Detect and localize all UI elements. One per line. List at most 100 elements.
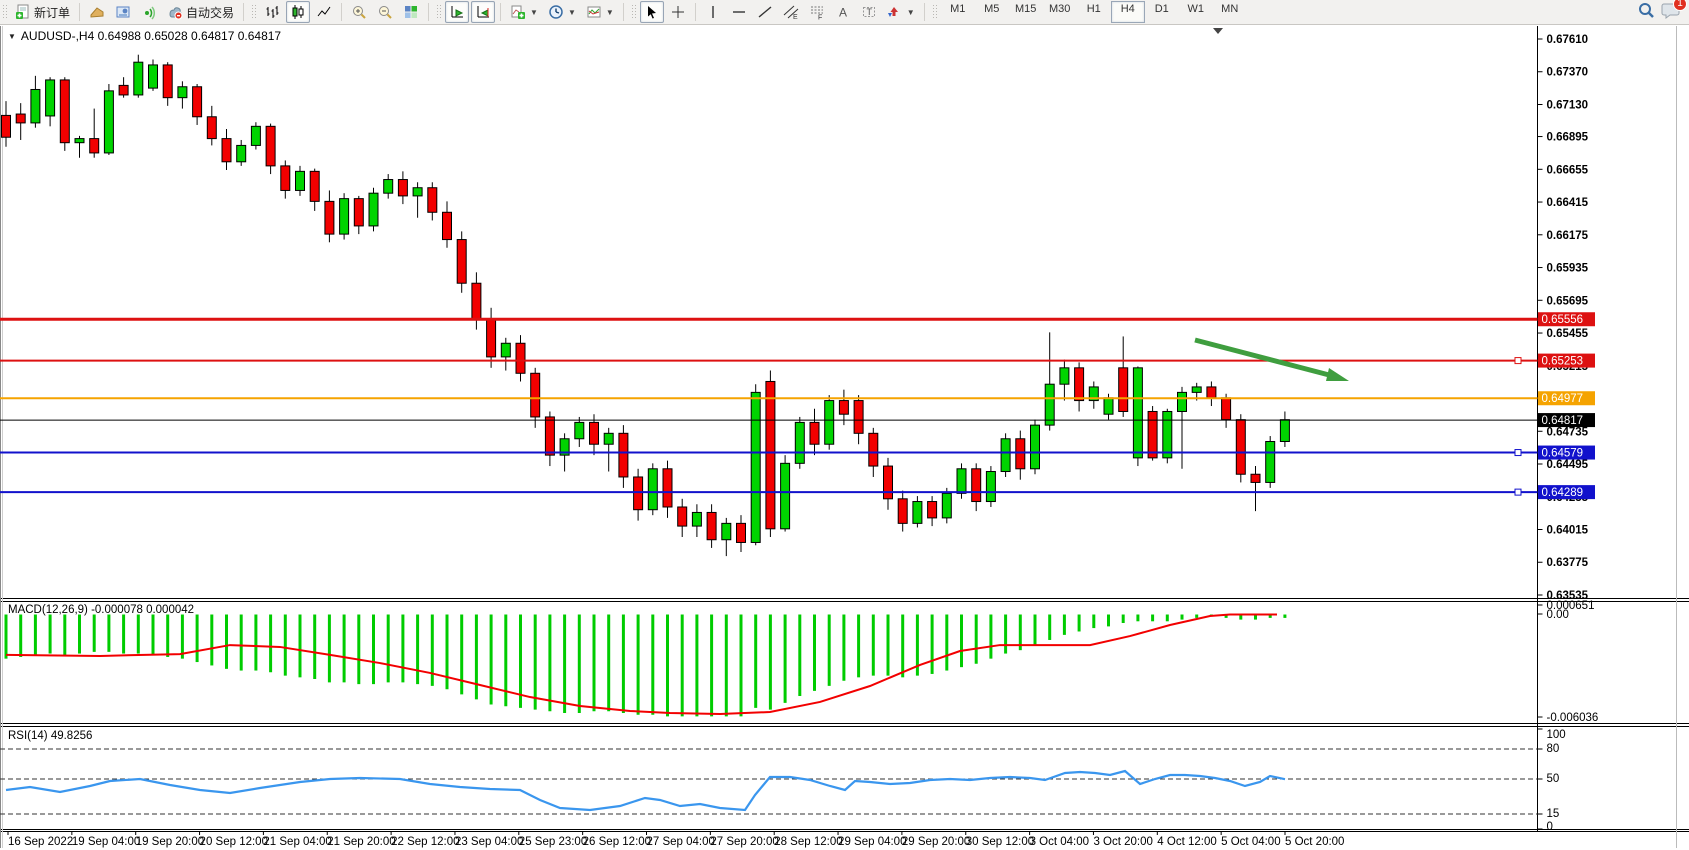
chart-window[interactable]: ▼ AUDUSD-,H4 0.64988 0.65028 0.64817 0.6… <box>0 25 1689 850</box>
macd-panel: MACD(12,26,9) -0.000078 0.000042 0.000651… <box>4 600 1598 724</box>
candle-body <box>177 86 188 99</box>
price-badge-label: 0.65556 <box>1542 314 1584 326</box>
timeframe-button-H1[interactable]: H1 <box>1086 3 1101 15</box>
periods-button[interactable]: ▼ <box>544 1 580 23</box>
text-button[interactable]: A <box>831 1 855 23</box>
toolbar-grip <box>931 4 937 20</box>
crosshair-button[interactable] <box>666 1 690 23</box>
arrows-button[interactable]: ▼ <box>883 1 919 23</box>
channel-icon: E <box>783 4 799 20</box>
time-tick-label: 21 Sep 04:00 <box>263 836 331 848</box>
time-tick-label: 29 Sep 20:00 <box>902 836 970 848</box>
fibonacci-button[interactable]: F <box>805 1 829 23</box>
candle-body <box>883 465 893 500</box>
level-lines[interactable]: 0.65556 0.65253 0.64977 0.64817 0.64579 0.642… <box>0 312 1595 500</box>
trendline-button[interactable] <box>753 1 777 23</box>
candle-body <box>1147 410 1158 459</box>
candle-body <box>1074 367 1085 402</box>
time-tick-label: 5 Oct 20:00 <box>1285 836 1344 848</box>
autotrading-icon <box>167 4 183 20</box>
timeframe-button-W1[interactable]: W1 <box>1187 3 1204 15</box>
time-tick-label: 30 Sep 12:00 <box>966 836 1034 848</box>
timeframe-button-M30[interactable]: M30 <box>1049 3 1071 15</box>
candle-body <box>691 511 702 527</box>
timeframe-button-D1[interactable]: D1 <box>1154 3 1169 15</box>
candle-body <box>706 511 717 541</box>
timeframe-button-MN[interactable]: MN <box>1221 3 1239 15</box>
signals-button[interactable] <box>137 1 161 23</box>
notification-icon[interactable]: 1 <box>1661 0 1687 24</box>
horizontal-line-button[interactable] <box>727 1 751 23</box>
vertical-line-button[interactable] <box>701 1 725 23</box>
candle-body <box>809 421 820 445</box>
candle-body <box>515 342 526 374</box>
templates-button[interactable]: ▼ <box>582 1 618 23</box>
trend-arrow-annotation[interactable] <box>1194 337 1349 381</box>
auto-scroll-button[interactable] <box>445 1 470 23</box>
market-watch-button[interactable] <box>85 1 109 23</box>
new-order-button[interactable]: 新订单 <box>11 1 74 23</box>
tile-windows-icon <box>403 4 419 20</box>
zoom-out-button[interactable] <box>373 1 397 23</box>
tile-windows-button[interactable] <box>399 1 423 23</box>
candle-body <box>471 282 482 320</box>
candle-body <box>500 342 511 358</box>
data-window-button[interactable] <box>111 1 135 23</box>
chart-shift-icon <box>475 4 491 20</box>
price-tick-label: 0.66895 <box>1547 132 1589 144</box>
chart-shift-button[interactable] <box>471 1 496 23</box>
timeframe-button-H4[interactable]: H4 <box>1110 1 1145 23</box>
price-badge <box>1538 353 1595 368</box>
channel-button[interactable]: E <box>779 1 803 23</box>
macd-axis-label: 0.00 <box>1547 609 1569 621</box>
candle-body <box>265 125 276 167</box>
timeframe-button-M15[interactable]: M15 <box>1015 3 1037 15</box>
price-tick-label: 0.63775 <box>1547 557 1589 569</box>
price-tick-label: 0.67130 <box>1547 99 1589 111</box>
indicators-button[interactable]: ▼ <box>506 1 542 23</box>
zoom-in-button[interactable] <box>347 1 371 23</box>
new-order-icon <box>15 4 31 20</box>
candle-body <box>647 468 658 511</box>
candle-body <box>339 198 350 235</box>
candle-body <box>530 372 541 418</box>
candle-body <box>1015 438 1026 470</box>
candle-body <box>103 90 114 154</box>
time-tick-label: 22 Sep 12:00 <box>391 836 459 848</box>
candle-body <box>192 86 203 118</box>
text-label-button[interactable]: T <box>857 1 881 23</box>
line-handle <box>1514 357 1522 365</box>
autotrading-button[interactable]: 自动交易 <box>163 1 238 23</box>
separator <box>622 3 624 21</box>
chart-title: ▼ AUDUSD-,H4 0.64988 0.65028 0.64817 0.6… <box>8 29 281 43</box>
candle-body <box>133 61 144 96</box>
zoom-out-icon <box>377 4 393 20</box>
dropdown-caret: ▼ <box>906 7 915 17</box>
time-tick-label: 19 Sep 04:00 <box>72 836 140 848</box>
line-chart-button[interactable] <box>312 1 336 23</box>
svg-text:T: T <box>866 7 872 17</box>
price-badge <box>1538 391 1595 406</box>
chevron-down-icon[interactable]: ▼ <box>8 31 16 41</box>
price-tick-label: 0.66415 <box>1547 197 1589 209</box>
bar-chart-button[interactable] <box>260 1 284 23</box>
vertical-line-icon <box>705 4 721 20</box>
candle-body <box>456 239 467 284</box>
chart-shift-marker <box>1213 28 1223 34</box>
search-icon[interactable] <box>1637 1 1655 24</box>
timeframe-button-M1[interactable]: M1 <box>950 3 966 15</box>
time-tick-label: 26 Sep 12:00 <box>583 836 651 848</box>
cursor-button[interactable] <box>639 1 664 23</box>
candle-body <box>15 113 26 124</box>
candle-body <box>118 84 129 96</box>
candle-body <box>677 506 688 527</box>
chart-canvas[interactable]: 0.67610 0.67370 0.67130 0.66895 0.66655 0.664… <box>0 25 1689 850</box>
time-tick-label: 5 Oct 04:00 <box>1221 836 1280 848</box>
timeframe-button-M5[interactable]: M5 <box>984 3 1000 15</box>
candle-body <box>603 432 614 445</box>
candlestick-chart-button[interactable] <box>286 1 311 23</box>
price-badge <box>1538 413 1595 428</box>
candle-body <box>324 200 335 235</box>
candle-body <box>206 116 217 140</box>
